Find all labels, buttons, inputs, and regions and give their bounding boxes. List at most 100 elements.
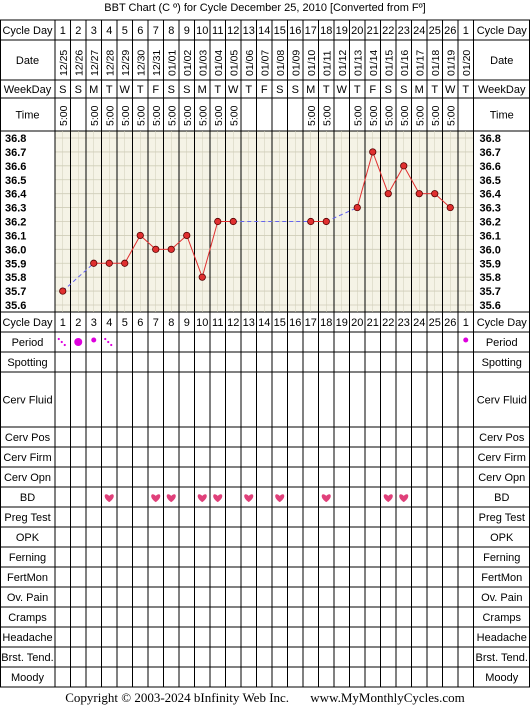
- time-cell: 5:00: [89, 105, 101, 126]
- date-cell: 12/27: [89, 50, 101, 76]
- y-tick-left: 36.5: [5, 175, 26, 187]
- row-label-cerv-pos-left: Cerv Pos: [5, 432, 51, 444]
- y-tick-left: 36.7: [5, 147, 26, 159]
- cycle-day-cell: 23: [398, 25, 410, 37]
- temp-line: [372, 151, 389, 194]
- cycle-day-cell-bottom: 1: [60, 317, 66, 329]
- y-tick-right: 36.1: [480, 230, 501, 242]
- time-cell: 5:00: [383, 105, 395, 126]
- row-label-cerv-firm-right: Cerv Firm: [478, 452, 526, 464]
- time-cell: 5:00: [197, 105, 209, 126]
- cycle-day-cell-bottom: 14: [258, 317, 270, 329]
- time-cell: 5:00: [104, 105, 116, 126]
- row-label-cramps-right: Cramps: [482, 612, 521, 624]
- weekday-cell: S: [183, 84, 190, 96]
- y-tick-left: 36.2: [5, 217, 26, 229]
- bd-heart-icon: [197, 494, 207, 503]
- bd-heart-icon: [151, 494, 161, 503]
- weekday-cell: F: [261, 84, 268, 96]
- time-cell: 5:00: [166, 105, 178, 126]
- weekday-label-left: WeekDay: [4, 84, 52, 96]
- temp-point: [167, 245, 175, 253]
- temp-line: [186, 235, 203, 278]
- cycle-day-cell-bottom: 24: [413, 317, 425, 329]
- y-tick-right: 35.7: [480, 286, 501, 298]
- y-tick-right: 36.3: [480, 203, 501, 215]
- cycle-day-cell-bottom: 1: [463, 317, 469, 329]
- date-cell: 01/09: [290, 50, 302, 76]
- cycle-day-cell: 1: [60, 25, 66, 37]
- cycle-day-cell: 7: [153, 25, 159, 37]
- temp-point: [105, 259, 113, 267]
- cycle-day-cell-bottom: 2: [75, 317, 81, 329]
- cycle-day-cell: 3: [91, 25, 97, 37]
- weekday-cell: T: [323, 84, 330, 96]
- date-cell: 01/12: [337, 50, 349, 76]
- temp-point: [369, 148, 377, 156]
- cycle-day-cell-bottom: 23: [398, 317, 410, 329]
- cycle-day-cell-bottom: 3: [91, 317, 97, 329]
- cycle-day-cell-bottom: 20: [351, 317, 363, 329]
- date-cell: 12/30: [135, 50, 147, 76]
- temp-point: [183, 231, 191, 240]
- site-link[interactable]: www.MyMonthlyCycles.com: [310, 690, 465, 705]
- row-label-opk-left: OPK: [16, 532, 40, 544]
- cycle-day-cell-bottom: 4: [106, 317, 112, 329]
- time-cell: 5:00: [414, 105, 426, 126]
- temp-point: [353, 203, 361, 212]
- cycle-day-cell: 19: [336, 25, 348, 37]
- row-label-cerv-pos-right: Cerv Pos: [479, 432, 525, 444]
- y-tick-left: 35.6: [5, 300, 26, 312]
- bd-heart-icon: [321, 494, 331, 503]
- period-medium: [91, 337, 97, 343]
- temp-gap-line: [326, 207, 358, 222]
- weekday-cell: T: [431, 84, 438, 96]
- temp-point: [431, 190, 439, 198]
- weekday-cell: M: [415, 84, 424, 96]
- time-label-right: Time: [490, 110, 514, 122]
- cycle-day-cell-bottom: 22: [382, 317, 394, 329]
- y-tick-left: 36.3: [5, 203, 26, 215]
- y-tick-right: 36.8: [480, 133, 501, 145]
- bd-heart-icon: [275, 494, 285, 503]
- cycle-day-cell-bottom: 7: [153, 317, 159, 329]
- row-label-fertmon-left: FertMon: [7, 572, 48, 584]
- cycle-day-cell: 9: [184, 25, 190, 37]
- time-cell: 5:00: [430, 105, 442, 126]
- cycle-day-cell: 15: [274, 25, 286, 37]
- cycle-day-cell-bottom: 17: [305, 317, 317, 329]
- temp-point: [415, 190, 423, 198]
- cycle-day-cell-bottom: 25: [429, 317, 441, 329]
- temp-line: [201, 221, 219, 278]
- row-label-cerv-firm-left: Cerv Firm: [3, 452, 51, 464]
- date-cell: 01/17: [414, 50, 426, 76]
- period-spot: [57, 337, 60, 341]
- cycle-day-cell: 18: [320, 25, 332, 37]
- y-tick-right: 35.8: [480, 272, 501, 284]
- temp-point: [384, 190, 392, 198]
- date-cell: 12/26: [73, 50, 85, 76]
- date-cell: 01/14: [368, 50, 380, 76]
- time-cell: 5:00: [321, 105, 333, 126]
- temp-point: [307, 217, 315, 226]
- cycle-day-cell-bottom: 26: [444, 317, 456, 329]
- row-label-cerv-fluid-right: Cerv Fluid: [477, 395, 527, 407]
- row-label-period-right: Period: [486, 337, 518, 349]
- date-label-right: Date: [490, 55, 513, 67]
- y-tick-left: 36.4: [5, 189, 27, 201]
- cycle-day-cell: 5: [122, 25, 128, 37]
- weekday-label-right: WeekDay: [478, 84, 526, 96]
- period-spot: [104, 337, 107, 341]
- period-medium: [463, 337, 469, 343]
- cycle-day-cell: 1: [463, 25, 469, 37]
- cycle-day-cell-bottom: 10: [196, 317, 208, 329]
- y-tick-left: 35.9: [5, 258, 26, 270]
- temp-point: [121, 259, 129, 267]
- period-spot: [107, 340, 110, 344]
- weekday-cell: T: [106, 84, 113, 96]
- weekday-cell: F: [369, 84, 376, 96]
- time-cell: 5:00: [120, 105, 132, 126]
- cycle-day-cell-bottom: 12: [227, 317, 239, 329]
- row-label-bd-left: BD: [20, 492, 35, 504]
- row-label-preg-test-right: Preg Test: [479, 512, 525, 524]
